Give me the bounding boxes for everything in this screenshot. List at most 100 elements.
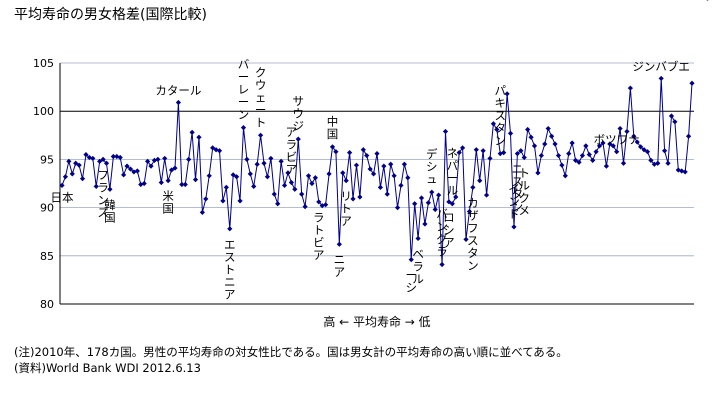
data-point <box>429 189 435 195</box>
data-point <box>182 181 188 188</box>
data-point <box>93 183 99 189</box>
annotation-label: 米国 <box>162 189 174 216</box>
data-point <box>278 158 284 164</box>
data-point <box>490 121 497 127</box>
data-point <box>206 173 212 179</box>
annotation-label: デシュ <box>426 147 438 186</box>
data-point <box>531 143 538 149</box>
data-point <box>665 160 671 166</box>
annotation-label: バングラ <box>436 207 448 259</box>
data-point <box>655 160 661 166</box>
data-point <box>364 152 370 159</box>
data-point <box>579 152 586 159</box>
x-axis-label: 高 ← 平均寿命 → 低 <box>323 314 430 329</box>
data-point <box>487 155 493 162</box>
data-point <box>480 148 486 154</box>
data-point <box>271 191 277 197</box>
annotation-label: 韓国 <box>104 198 116 225</box>
annotation-label: ーシ <box>405 268 417 295</box>
data-point <box>459 145 466 151</box>
data-point <box>374 151 380 157</box>
data-point <box>326 171 332 177</box>
data-point <box>66 158 72 164</box>
annotation-label: トルクメ <box>518 166 530 218</box>
data-point <box>518 148 524 154</box>
data-point <box>668 113 675 119</box>
data-point <box>384 191 390 197</box>
y-tick-label: 80 <box>40 298 54 311</box>
chart-notes: (注)2010年、178カ国。男性の平均寿命の対女性比である。国は男女計の平均寿… <box>14 344 568 376</box>
data-point <box>542 141 548 147</box>
data-point <box>107 186 113 192</box>
data-point <box>685 133 692 139</box>
data-point <box>114 153 120 160</box>
data-point <box>199 209 205 216</box>
data-point <box>672 119 678 125</box>
data-point <box>634 139 640 145</box>
annotation-label: エストニア <box>224 237 236 301</box>
data-point <box>648 157 654 163</box>
y-tick-label: 95 <box>40 153 54 166</box>
data-point <box>148 163 154 169</box>
data-point <box>343 178 349 184</box>
data-point <box>103 160 110 166</box>
data-point <box>247 171 253 177</box>
data-point <box>658 75 664 82</box>
data-point <box>596 143 603 149</box>
data-point <box>353 162 360 168</box>
data-point <box>69 171 75 177</box>
data-point <box>422 221 428 227</box>
annotation-label: インド <box>508 182 520 221</box>
data-point <box>340 170 346 176</box>
data-point <box>463 236 469 243</box>
data-point <box>189 129 195 136</box>
data-point <box>134 168 140 174</box>
data-point <box>261 160 267 166</box>
annotation-label: ニスタン <box>512 162 524 214</box>
data-point <box>124 163 130 169</box>
data-point <box>264 174 271 180</box>
data-point <box>162 155 168 162</box>
data-point <box>620 160 627 166</box>
data-point <box>521 154 527 161</box>
data-point <box>439 261 445 268</box>
data-point <box>638 144 644 150</box>
data-point <box>141 180 147 187</box>
data-point <box>179 181 185 188</box>
annotation-label: カザフスタン <box>467 196 479 272</box>
annotation-label: ロシア <box>443 210 455 249</box>
annotation-label: ニア <box>334 253 346 280</box>
data-point <box>319 203 325 209</box>
data-point <box>415 235 421 242</box>
data-point <box>593 149 599 155</box>
data-point <box>158 179 164 186</box>
data-point <box>347 150 353 156</box>
data-point <box>559 162 565 168</box>
data-point <box>624 128 630 135</box>
data-point <box>316 199 322 205</box>
data-point <box>576 159 582 165</box>
annotation-label: カタール <box>155 84 201 98</box>
data-point <box>569 140 575 146</box>
data-point <box>394 205 401 211</box>
data-point <box>79 176 86 182</box>
data-point <box>610 143 616 149</box>
data-point <box>127 166 134 172</box>
data-point <box>442 128 449 135</box>
data-point <box>203 196 209 202</box>
data-point <box>545 125 551 132</box>
source-line: (資料)World Bank WDI 2012.6.13 <box>14 361 201 375</box>
data-point <box>333 149 339 155</box>
data-point <box>244 156 250 162</box>
data-point <box>627 85 633 91</box>
annotation-label: 中国 <box>327 114 339 141</box>
data-point <box>168 167 175 173</box>
annotation-label: レソト <box>703 0 715 3</box>
data-point <box>100 156 106 162</box>
data-point <box>675 167 681 173</box>
data-point <box>483 192 490 198</box>
data-point <box>641 147 647 153</box>
data-point <box>603 163 610 169</box>
data-point <box>466 208 473 215</box>
